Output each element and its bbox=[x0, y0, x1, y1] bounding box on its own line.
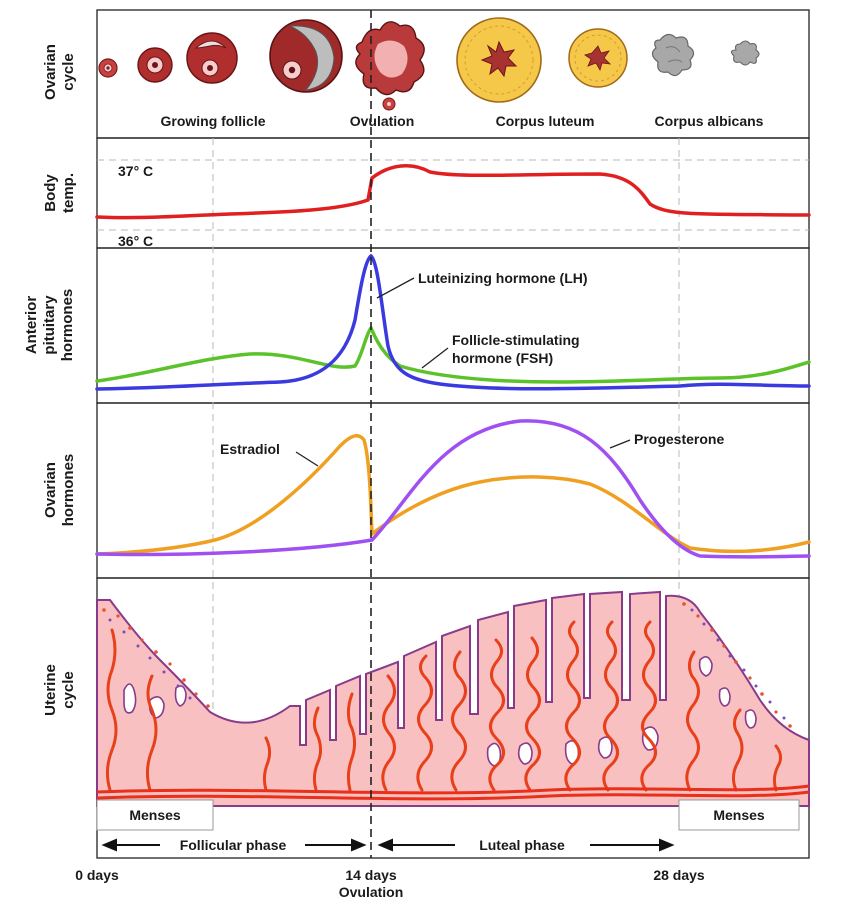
shedding-debris bbox=[102, 602, 792, 728]
body-temp-panel bbox=[96, 137, 810, 249]
lh-callout: Luteinizing hormone (LH) bbox=[376, 270, 588, 299]
progesterone-curve bbox=[95, 419, 811, 559]
day-14-label: 14 days bbox=[345, 867, 397, 883]
row-label-line: pituitary bbox=[41, 295, 58, 355]
estradiol-curve bbox=[95, 434, 811, 556]
estradiol-callout: Estradiol bbox=[220, 441, 319, 467]
row-label-line: Body bbox=[42, 174, 59, 212]
body-temperature-curve bbox=[95, 164, 811, 220]
ovarian-hormones-row-label: Ovarianhormones bbox=[42, 454, 77, 527]
lh-curve bbox=[95, 253, 811, 391]
corpus-albicans-label: Corpus albicans bbox=[655, 113, 764, 129]
basal-vessels bbox=[96, 784, 810, 801]
row-label-line: Ovarian bbox=[42, 44, 59, 100]
corpus-luteum-large bbox=[456, 17, 542, 103]
follicular-phase-label: Follicular phase bbox=[180, 837, 287, 853]
endometrium bbox=[96, 590, 810, 807]
progesterone-callout: Progesterone bbox=[609, 431, 724, 449]
corpus-albicans-small bbox=[730, 40, 760, 66]
temp-37-label: 37° C bbox=[118, 163, 153, 179]
menses-right-label: Menses bbox=[713, 807, 765, 823]
rotated-row-labels: Ovariancycle Bodytemp. Anteriorpituitary… bbox=[23, 44, 77, 716]
luteal-phase-label: Luteal phase bbox=[479, 837, 565, 853]
x-axis-labels: 0 days 14 days Ovulation 28 days bbox=[75, 867, 705, 900]
ovulation-axis-label: Ovulation bbox=[339, 884, 404, 900]
row-label-line: Anterior bbox=[23, 296, 40, 355]
fsh-callout: Follicle-stimulating hormone (FSH) bbox=[421, 332, 580, 369]
pituitary-row-label: Anteriorpituitaryhormones bbox=[23, 289, 76, 362]
endometrial-glands bbox=[123, 656, 757, 767]
fsh-label-line1: Follicle-stimulating bbox=[452, 332, 580, 348]
day-28-label: 28 days bbox=[653, 867, 705, 883]
row-label-line: Uterine bbox=[42, 664, 59, 716]
row-label-line: cycle bbox=[60, 671, 77, 709]
corpus-albicans-large bbox=[651, 33, 695, 77]
ovulation-stage-label: Ovulation bbox=[350, 113, 415, 129]
fsh-curve bbox=[95, 324, 811, 384]
uterine-cycle-row-label: Uterinecycle bbox=[42, 664, 77, 716]
secondary-follicle bbox=[186, 32, 238, 84]
row-label-line: hormones bbox=[59, 289, 76, 362]
progesterone-label: Progesterone bbox=[634, 431, 724, 447]
follicular-phase-arrow bbox=[101, 838, 367, 852]
corpus-luteum-label: Corpus luteum bbox=[496, 113, 595, 129]
ovarian-cycle-row-label: Ovariancycle bbox=[42, 44, 77, 100]
menses-left-label: Menses bbox=[129, 807, 181, 823]
primary-follicle bbox=[137, 47, 173, 83]
body-temp-row-label: Bodytemp. bbox=[42, 173, 77, 213]
day-guides bbox=[97, 138, 809, 800]
mature-follicle bbox=[269, 19, 343, 93]
lh-label: Luteinizing hormone (LH) bbox=[418, 270, 588, 286]
fsh-label-line2: hormone (FSH) bbox=[452, 350, 553, 366]
temp-36-label: 36° C bbox=[118, 233, 153, 249]
ovulating-follicle bbox=[355, 21, 425, 111]
row-label-line: Ovarian bbox=[42, 462, 59, 518]
row-label-line: hormones bbox=[60, 454, 77, 527]
primordial-follicle bbox=[98, 58, 118, 78]
menses-left-box: Menses bbox=[96, 799, 214, 831]
row-label-line: cycle bbox=[60, 53, 77, 91]
growing-follicle-label: Growing follicle bbox=[160, 113, 265, 129]
estradiol-label: Estradiol bbox=[220, 441, 280, 457]
spiral-arteries bbox=[105, 620, 783, 792]
ovarian-follicles bbox=[98, 17, 760, 111]
menses-right-box: Menses bbox=[678, 799, 800, 831]
row-label-line: temp. bbox=[60, 173, 77, 213]
luteal-phase-arrow bbox=[377, 838, 675, 852]
corpus-luteum-small bbox=[568, 28, 628, 88]
ovarian-stage-labels: Growing follicle Ovulation Corpus luteum… bbox=[160, 113, 763, 129]
day-0-label: 0 days bbox=[75, 867, 119, 883]
